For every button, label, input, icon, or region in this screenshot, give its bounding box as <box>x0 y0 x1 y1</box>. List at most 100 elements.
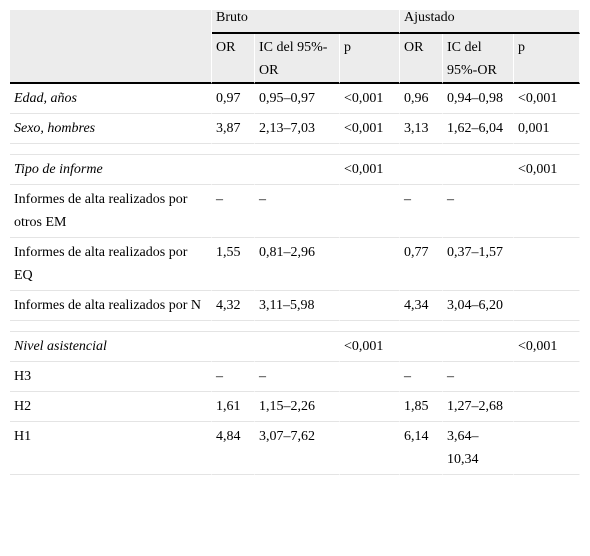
cell-bruto-ic <box>255 155 340 185</box>
row-label: Informes de alta realizados por EQ <box>10 238 212 291</box>
table-row: H3 – – – – <box>10 362 581 392</box>
cell-ajustado-or: – <box>400 362 444 392</box>
cell-ajustado-p <box>514 291 581 321</box>
cell-bruto-p: <0,001 <box>340 84 401 114</box>
cell-ajustado-or: 1,85 <box>400 392 444 422</box>
cell-ajustado-or: 4,34 <box>400 291 444 321</box>
cell-bruto-p <box>340 185 401 238</box>
row-label: Sexo, hombres <box>10 114 212 144</box>
cell-ajustado-p: <0,001 <box>514 155 581 185</box>
table-row: Informes de alta realizados por EQ 1,55 … <box>10 238 581 291</box>
cell-ajustado-ic: 1,27–2,68 <box>443 392 515 422</box>
header-subcolumn-row: OR IC del 95%-OR p OR IC del 95%-OR p <box>10 34 581 84</box>
header-group-row: Bruto Ajustado <box>10 10 581 34</box>
cell-bruto-ic: 3,11–5,98 <box>255 291 340 321</box>
spacer-row <box>10 144 581 155</box>
spacer-cell <box>10 321 581 332</box>
cell-ajustado-ic: 3,04–6,20 <box>443 291 515 321</box>
row-label: Nivel asistencial <box>10 332 212 362</box>
cell-ajustado-p <box>514 392 581 422</box>
cell-bruto-ic: – <box>255 362 340 392</box>
header-bruto-ic: IC del 95%-OR <box>255 34 340 84</box>
cell-bruto-or <box>212 155 255 185</box>
cell-bruto-p: <0,001 <box>340 332 401 362</box>
cell-bruto-p <box>340 291 401 321</box>
header-ajustado-or: OR <box>400 34 444 84</box>
cell-ajustado-p: <0,001 <box>514 84 581 114</box>
table-row: Edad, años 0,97 0,95–0,97 <0,001 0,96 0,… <box>10 84 581 114</box>
header-bruto-p: p <box>340 34 401 84</box>
row-label: Tipo de informe <box>10 155 212 185</box>
cell-bruto-or: 0,97 <box>212 84 255 114</box>
cell-ajustado-or: – <box>400 185 444 238</box>
table-header: Bruto Ajustado OR IC del 95%-OR p OR IC … <box>10 10 581 84</box>
cell-bruto-p <box>340 392 401 422</box>
row-label: H2 <box>10 392 212 422</box>
header-label-cell <box>10 34 212 84</box>
cell-ajustado-ic: 3,64–10,34 <box>443 422 515 475</box>
cell-ajustado-or: 3,13 <box>400 114 444 144</box>
cell-bruto-ic <box>255 332 340 362</box>
cell-ajustado-or: 0,77 <box>400 238 444 291</box>
cell-ajustado-ic: 0,94–0,98 <box>443 84 515 114</box>
table-row: H1 4,84 3,07–7,62 6,14 3,64–10,34 <box>10 422 581 475</box>
header-ajustado-p: p <box>514 34 581 84</box>
cell-bruto-ic: 2,13–7,03 <box>255 114 340 144</box>
table-row: Informes de alta realizados por otros EM… <box>10 185 581 238</box>
cell-ajustado-p <box>514 185 581 238</box>
table-body: Edad, años 0,97 0,95–0,97 <0,001 0,96 0,… <box>10 84 581 475</box>
cell-ajustado-p <box>514 422 581 475</box>
row-label: Edad, años <box>10 84 212 114</box>
table-row: Nivel asistencial <0,001 <0,001 <box>10 332 581 362</box>
cell-bruto-or: 1,61 <box>212 392 255 422</box>
header-group-ajustado: Ajustado <box>400 10 581 34</box>
cell-bruto-or: – <box>212 362 255 392</box>
regression-results-table: Bruto Ajustado OR IC del 95%-OR p OR IC … <box>10 10 581 475</box>
header-bruto-or: OR <box>212 34 255 84</box>
cell-ajustado-or <box>400 332 444 362</box>
cell-bruto-or: – <box>212 185 255 238</box>
row-label: Informes de alta realizados por otros EM <box>10 185 212 238</box>
cell-bruto-p: <0,001 <box>340 114 401 144</box>
header-group-bruto: Bruto <box>212 10 401 34</box>
cell-bruto-ic: 0,95–0,97 <box>255 84 340 114</box>
cell-ajustado-ic: 0,37–1,57 <box>443 238 515 291</box>
row-label: H1 <box>10 422 212 475</box>
row-label: H3 <box>10 362 212 392</box>
table-row: H2 1,61 1,15–2,26 1,85 1,27–2,68 <box>10 392 581 422</box>
table-row: Tipo de informe <0,001 <0,001 <box>10 155 581 185</box>
cell-ajustado-p <box>514 362 581 392</box>
cell-bruto-or <box>212 332 255 362</box>
cell-ajustado-or: 0,96 <box>400 84 444 114</box>
cell-bruto-ic: – <box>255 185 340 238</box>
cell-ajustado-or: 6,14 <box>400 422 444 475</box>
cell-ajustado-or <box>400 155 444 185</box>
cell-ajustado-p <box>514 238 581 291</box>
table-row: Sexo, hombres 3,87 2,13–7,03 <0,001 3,13… <box>10 114 581 144</box>
cell-ajustado-p: 0,001 <box>514 114 581 144</box>
cell-ajustado-ic <box>443 155 515 185</box>
cell-ajustado-ic <box>443 332 515 362</box>
cell-bruto-or: 4,84 <box>212 422 255 475</box>
cell-bruto-ic: 3,07–7,62 <box>255 422 340 475</box>
row-label: Informes de alta realizados por N <box>10 291 212 321</box>
cell-bruto-ic: 1,15–2,26 <box>255 392 340 422</box>
cell-bruto-ic: 0,81–2,96 <box>255 238 340 291</box>
header-ajustado-ic: IC del 95%-OR <box>443 34 515 84</box>
cell-bruto-p: <0,001 <box>340 155 401 185</box>
cell-ajustado-p: <0,001 <box>514 332 581 362</box>
spacer-cell <box>10 144 581 155</box>
cell-bruto-or: 3,87 <box>212 114 255 144</box>
table-row: Informes de alta realizados por N 4,32 3… <box>10 291 581 321</box>
header-empty-cell <box>10 10 212 34</box>
cell-bruto-p <box>340 238 401 291</box>
cell-bruto-p <box>340 422 401 475</box>
cell-ajustado-ic: 1,62–6,04 <box>443 114 515 144</box>
cell-bruto-or: 1,55 <box>212 238 255 291</box>
cell-ajustado-ic: – <box>443 362 515 392</box>
cell-bruto-p <box>340 362 401 392</box>
cell-ajustado-ic: – <box>443 185 515 238</box>
cell-bruto-or: 4,32 <box>212 291 255 321</box>
spacer-row <box>10 321 581 332</box>
